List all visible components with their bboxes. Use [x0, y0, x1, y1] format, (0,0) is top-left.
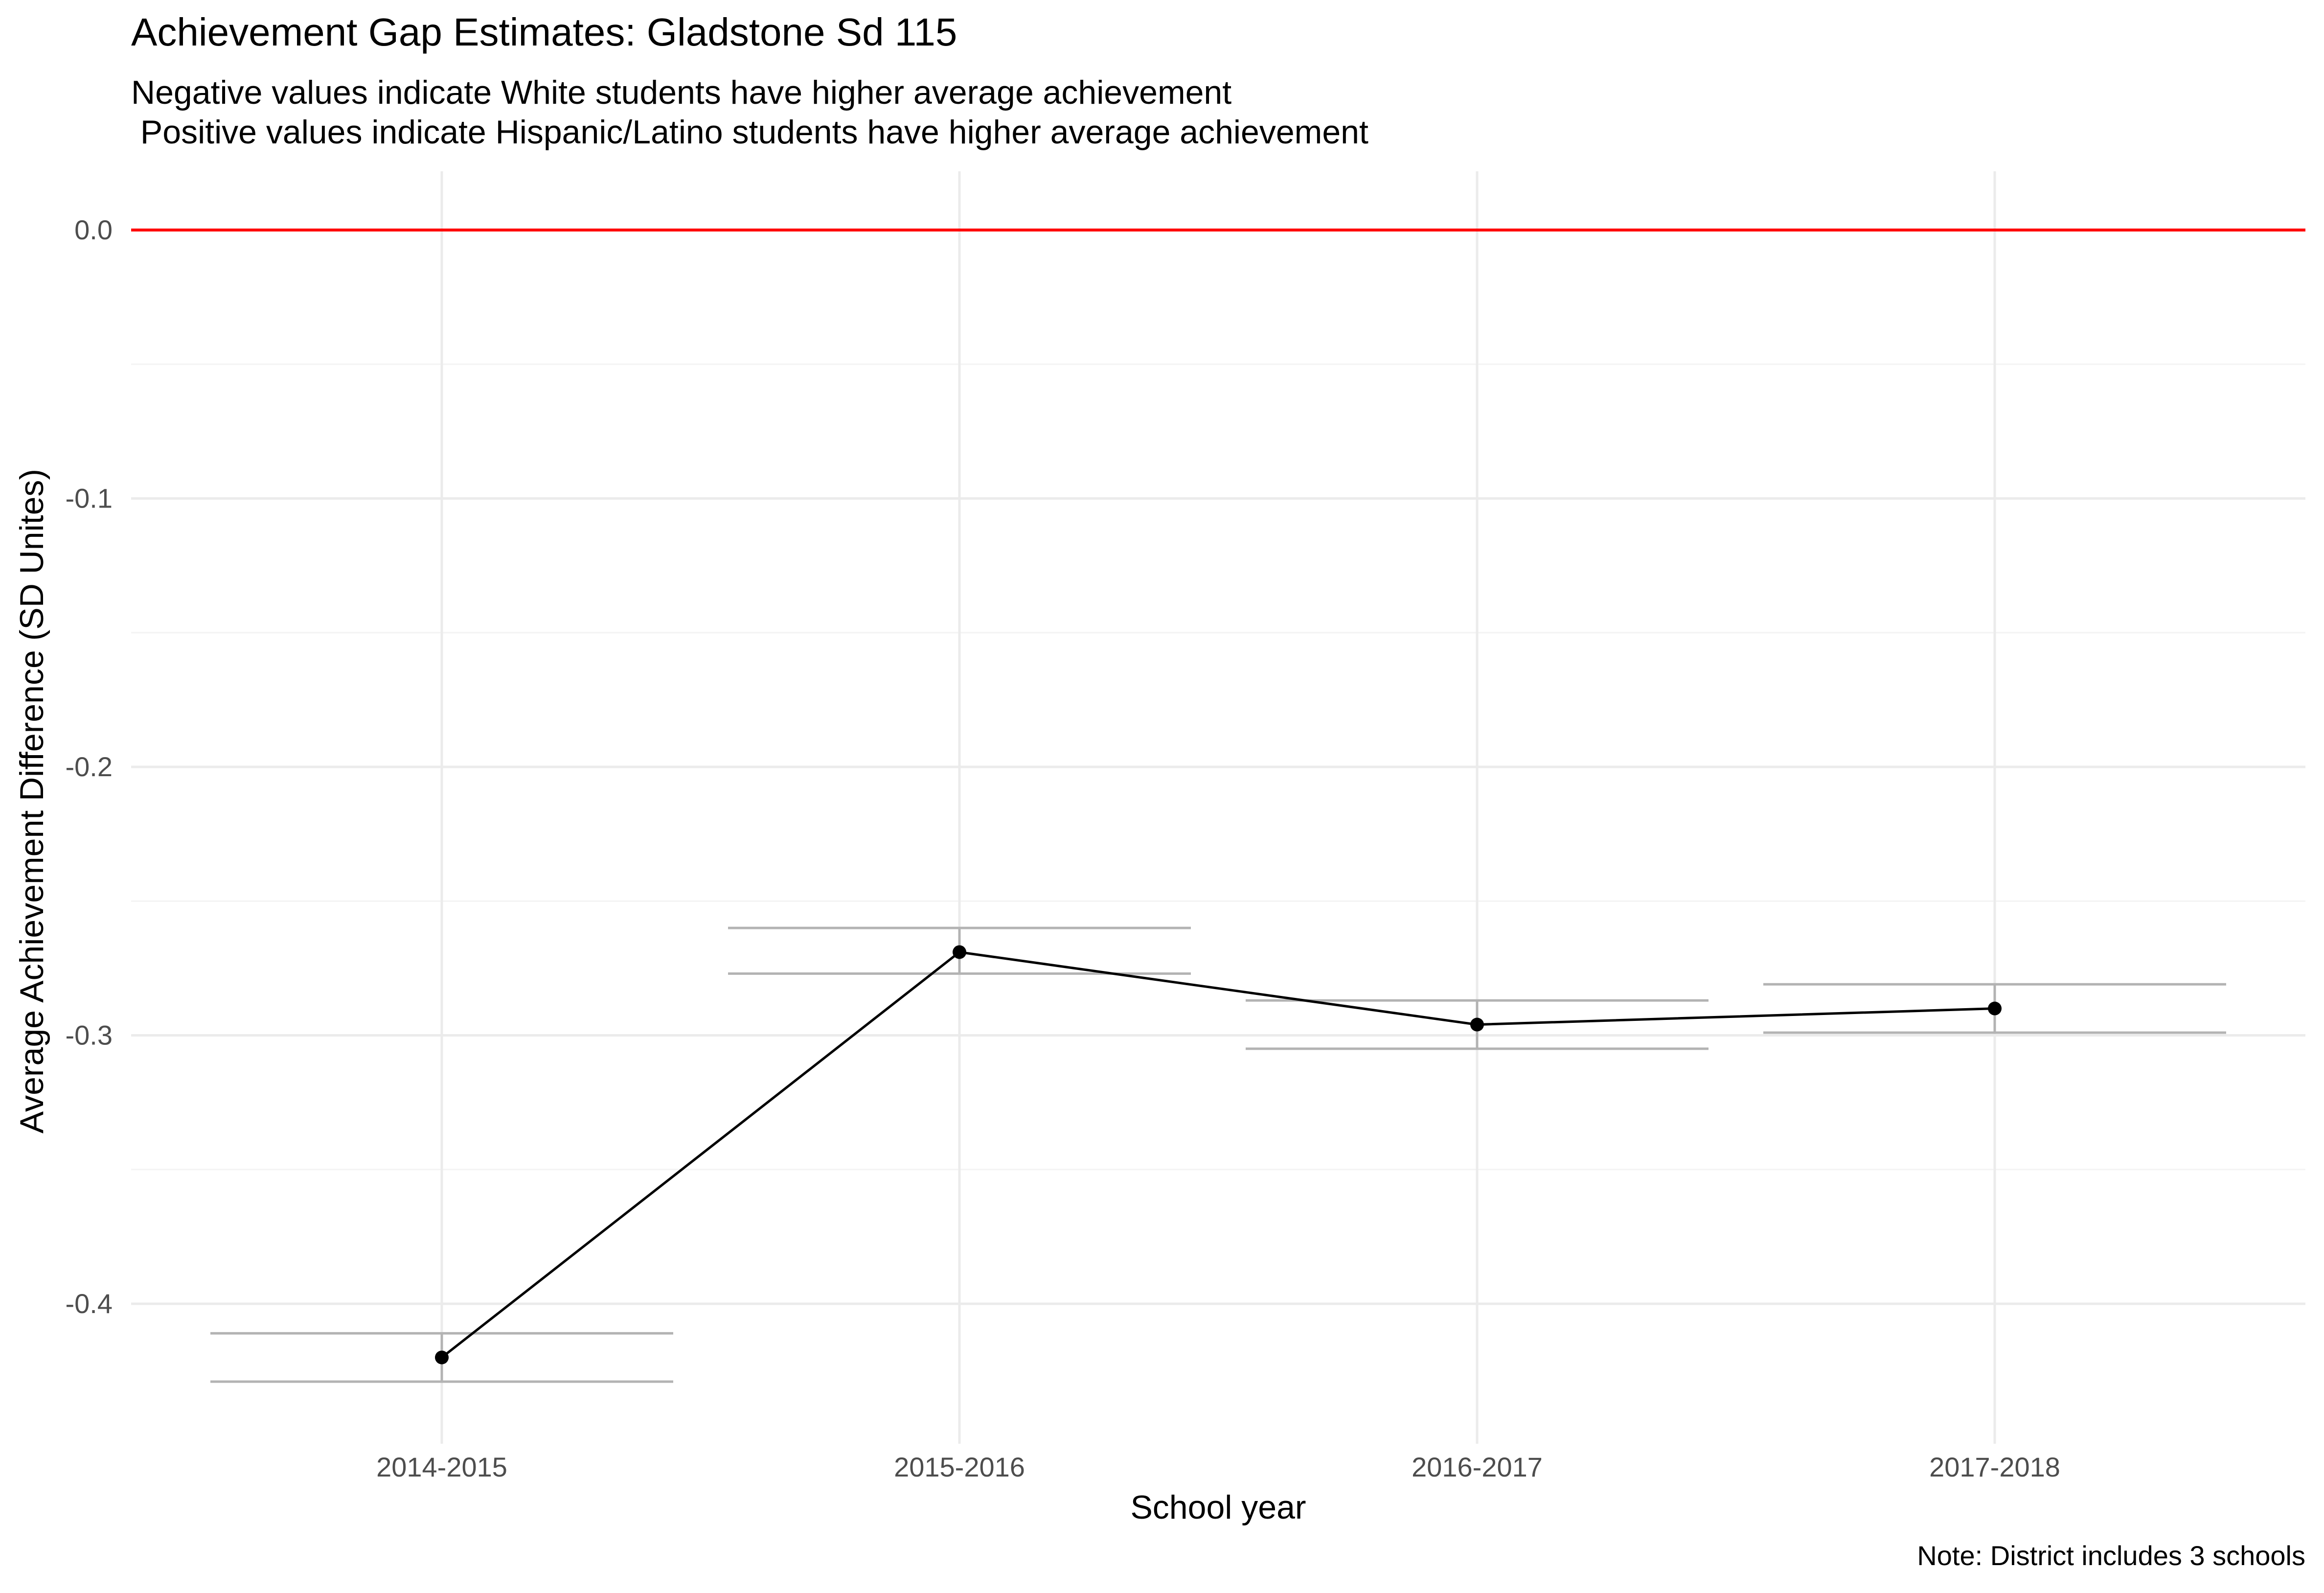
series-line-layer	[441, 950, 1995, 1359]
y-tick-label: -0.1	[66, 483, 113, 514]
data-point	[435, 1350, 449, 1364]
y-tick-label: -0.3	[66, 1020, 113, 1051]
chart-subtitle-line-1: Negative values indicate White students …	[131, 74, 1231, 111]
y-tick-label: 0.0	[74, 214, 113, 245]
data-point	[953, 945, 966, 959]
y-tick-label: -0.2	[66, 751, 113, 782]
series-line	[441, 950, 1995, 1359]
data-point	[1470, 1017, 1484, 1032]
x-tick-label: 2015-2016	[894, 1452, 1025, 1482]
chart-title: Achievement Gap Estimates: Gladstone Sd …	[131, 10, 957, 54]
data-points	[435, 945, 2002, 1364]
y-tick-label: -0.4	[66, 1288, 113, 1319]
chart-caption: Note: District includes 3 schools	[1917, 1540, 2305, 1571]
x-tick-label: 2016-2017	[1412, 1452, 1543, 1482]
axes: 0.0 -0.1 -0.2 -0.3 -0.4 2014-2015 2015-2016 201…	[66, 214, 2060, 1482]
data-point	[1988, 1001, 2002, 1016]
x-axis-title: School year	[1130, 1489, 1306, 1526]
x-tick-label: 2017-2018	[1929, 1452, 2060, 1482]
x-tick-label: 2014-2015	[376, 1452, 507, 1482]
chart-subtitle-line-2: Positive values indicate Hispanic/Latino…	[131, 114, 1368, 151]
y-axis-title: Average Achievement Difference (SD Unite…	[13, 469, 50, 1133]
